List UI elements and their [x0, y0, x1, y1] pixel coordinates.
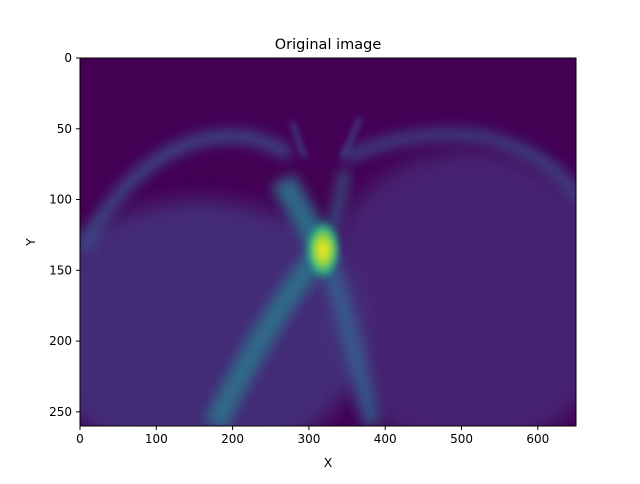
- y-axis-ticks: 0 50 100 150 200 250: [49, 51, 80, 419]
- heatmap-wash-right: [320, 150, 576, 426]
- y-axis-label: Y: [23, 238, 38, 247]
- x-tick-label: 0: [76, 432, 84, 446]
- x-tick-label: 600: [526, 432, 549, 446]
- x-tick-label: 100: [145, 432, 168, 446]
- heatmap-arc-right: [342, 127, 576, 204]
- x-axis-label: X: [324, 455, 333, 470]
- heatmap-wash-left: [80, 200, 370, 426]
- x-tick-label: 200: [221, 432, 244, 446]
- y-tick-label: 200: [49, 334, 72, 348]
- x-tick-label: 300: [297, 432, 320, 446]
- x-tick-label: 500: [450, 432, 473, 446]
- heatmap-peak: [305, 220, 341, 280]
- heatmap-arc-left: [80, 129, 294, 254]
- y-tick-label: 250: [49, 405, 72, 419]
- y-tick-label: 100: [49, 193, 72, 207]
- y-tick-label: 150: [49, 263, 72, 277]
- x-tick-label: 400: [374, 432, 397, 446]
- plot-frame: [79, 57, 577, 427]
- y-tick-label: 0: [64, 51, 72, 65]
- heatmap-spike-right: [340, 117, 363, 159]
- chart-title: Original image: [275, 37, 382, 53]
- plot-area: [80, 58, 576, 426]
- heatmap-spike-left: [289, 121, 308, 159]
- y-tick-label: 50: [57, 122, 72, 136]
- x-axis-ticks: 0 100 200 300 400 500 600: [76, 426, 549, 446]
